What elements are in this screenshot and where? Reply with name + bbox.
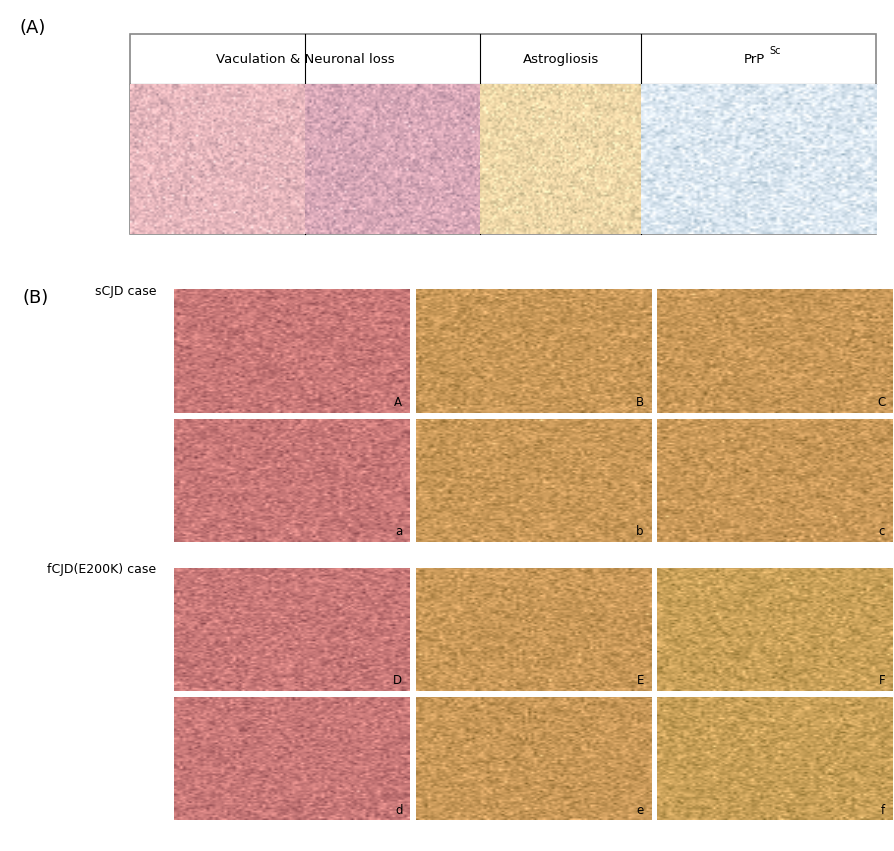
Text: PrP: PrP bbox=[744, 53, 764, 66]
Text: Astrogliosis: Astrogliosis bbox=[523, 53, 599, 66]
Text: fCJD(E200K) case: fCJD(E200K) case bbox=[47, 563, 156, 576]
Bar bbox=[755, 604, 813, 652]
Bar bbox=[130, 34, 876, 234]
Text: (B): (B) bbox=[22, 289, 48, 307]
Text: sCJD case: sCJD case bbox=[95, 285, 156, 298]
Text: Sc: Sc bbox=[769, 45, 780, 55]
Text: Vaculation & Neuronal loss: Vaculation & Neuronal loss bbox=[215, 53, 394, 66]
Text: (A): (A) bbox=[20, 19, 46, 37]
